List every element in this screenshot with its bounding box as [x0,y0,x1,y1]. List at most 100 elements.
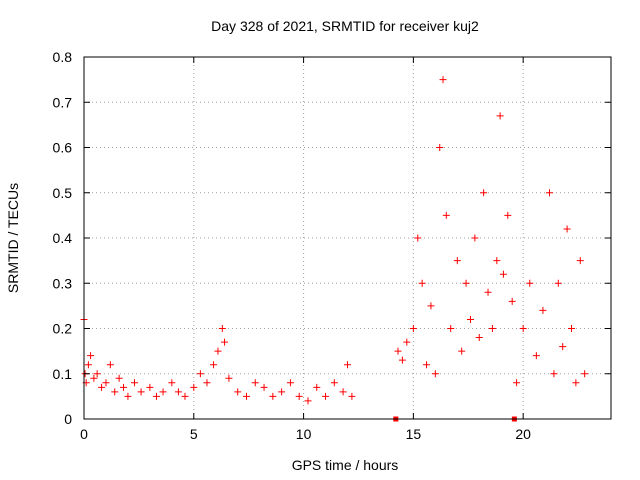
scatter-points [80,76,589,422]
data-point [84,361,92,369]
data-point [210,361,218,369]
y-tick-label: 0.6 [53,140,73,156]
data-point [418,279,426,287]
data-point [466,315,474,323]
x-tick-label: 10 [296,426,312,442]
y-tick-label: 0.3 [53,275,73,291]
axis-ticks: 0 5 10 15 20 0 0.1 0.2 0.3 0.4 0.5 0.6 0.7 0.8 [53,49,611,442]
y-tick-label: 0.1 [53,366,73,382]
data-point [98,383,106,391]
data-point [546,189,554,197]
y-tick-label: 0.8 [53,49,73,65]
data-point [225,374,233,382]
data-point [513,379,521,387]
data-point [348,392,356,400]
data-point [93,370,101,378]
data-point [106,361,114,369]
data-point [488,325,496,332]
data-point [313,383,321,391]
data-point [120,383,128,391]
chart-title: Day 328 of 2021, SRMTID for receiver kuj… [211,18,479,34]
x-tick-label: 20 [515,426,531,442]
data-point [196,370,204,378]
data-point [567,325,575,332]
data-point [508,297,516,305]
data-point [403,338,411,346]
data-point [423,361,431,369]
data-point [203,379,211,387]
y-axis-label: SRMTID / TECUs [5,183,21,293]
data-point [532,352,540,360]
data-point [539,306,547,314]
x-tick-label: 0 [80,426,88,442]
data-point [322,392,330,400]
data-point [519,325,527,332]
data-point [504,211,512,219]
data-point [442,211,450,219]
data-point [234,388,242,396]
data-point [409,325,417,332]
data-point [152,392,160,400]
data-point [190,383,198,391]
data-point [499,270,507,278]
data-point [339,388,347,396]
data-point [414,234,422,242]
data-point [168,379,176,387]
data-point [102,379,110,387]
y-tick-label: 0.4 [53,230,73,246]
data-point [453,257,461,265]
data-point [87,352,95,360]
data-point [214,347,222,355]
data-point [484,288,492,296]
data-point [581,370,589,378]
y-tick-label: 0.7 [53,94,73,110]
data-point [554,279,562,287]
data-point [431,370,439,378]
data-point [146,383,154,391]
data-point [174,388,182,396]
x-tick-label: 15 [406,426,422,442]
data-point [550,370,558,378]
data-point [115,374,123,382]
data-point [218,325,226,332]
data-point [526,279,534,287]
data-point [439,76,447,84]
grid [84,57,611,419]
data-point [90,374,98,382]
data-point [242,392,250,400]
data-point [471,234,479,242]
data-point [269,392,277,400]
data-point [576,257,584,265]
data-point [496,112,504,120]
data-point [111,388,119,396]
data-point [181,392,189,400]
data-point [344,361,351,369]
data-point [260,383,268,391]
data-point [304,397,312,405]
y-tick-label: 0.2 [53,321,73,337]
data-point [394,347,402,355]
data-point [286,379,294,387]
data-point [159,388,167,396]
y-tick-label: 0.5 [53,185,73,201]
data-point [572,379,580,387]
y-tick-label: 0 [64,411,72,427]
data-point [221,338,229,346]
data-point [251,379,259,387]
data-point [462,279,470,287]
data-point [563,225,571,233]
data-point [458,347,466,355]
data-point [137,388,145,396]
data-point [559,343,567,351]
data-point [493,257,501,265]
data-point [480,189,488,197]
data-point [475,334,483,342]
data-point [427,302,435,310]
data-point [295,392,303,400]
data-point [278,388,286,396]
data-point [124,392,132,400]
x-tick-label: 5 [190,426,198,442]
data-point [436,144,444,151]
data-point [447,325,455,332]
